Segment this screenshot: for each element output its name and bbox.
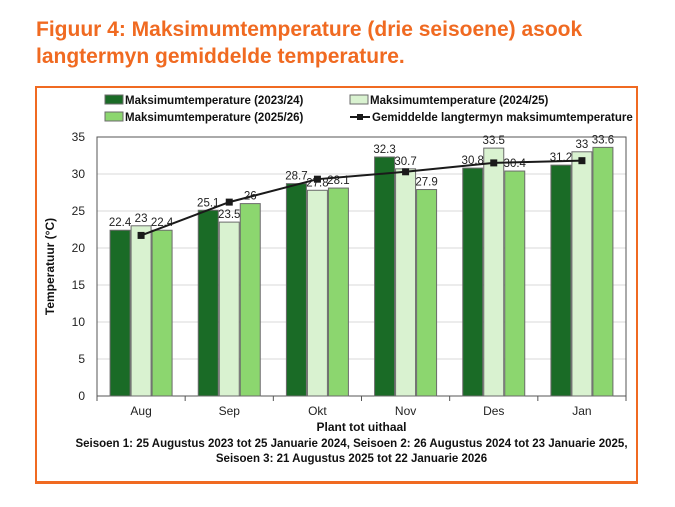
bar-series-2 xyxy=(130,225,152,397)
data-label: 33.6 xyxy=(592,134,614,146)
data-label: 33 xyxy=(576,139,589,151)
legend-label: Maksimumtemperature (2024/25) xyxy=(370,95,548,107)
legend-line-marker xyxy=(357,114,363,120)
data-label: 23.5 xyxy=(218,209,240,221)
x-axis-title: Plant tot uithaal xyxy=(317,420,407,434)
data-label: 33.5 xyxy=(483,135,505,147)
bar-series-3 xyxy=(151,229,173,397)
data-label: 25.1 xyxy=(197,197,219,209)
legend-swatch xyxy=(104,111,124,122)
bar-series-1 xyxy=(109,229,131,397)
y-tick-label: 5 xyxy=(78,352,85,366)
line-marker xyxy=(137,231,145,239)
x-tick-label: Aug xyxy=(130,404,151,418)
figure-title: Figuur 4: Maksimumtemperature (drie seis… xyxy=(36,18,583,68)
legend-swatch xyxy=(104,94,124,105)
x-tick-label: Nov xyxy=(395,404,416,418)
x-tick-label: Jan xyxy=(572,404,591,418)
season-note: Seisoen 1: 25 Augustus 2023 tot 25 Janua… xyxy=(75,438,627,450)
bar-series-2 xyxy=(483,147,505,397)
bar-series-3 xyxy=(592,146,614,397)
data-label: 22.4 xyxy=(109,217,132,229)
y-tick-label: 35 xyxy=(72,130,86,144)
bar-series-1 xyxy=(374,156,396,397)
data-label: 27.9 xyxy=(415,177,437,189)
bar-series-3 xyxy=(416,189,438,397)
bar-series-1 xyxy=(197,209,219,397)
bar-series-1 xyxy=(462,167,484,397)
bar-series-1 xyxy=(550,164,572,397)
legend-label: Gemiddelde langtermyn maksimumtemperatur… xyxy=(372,112,633,124)
line-marker xyxy=(578,157,586,165)
y-tick-label: 10 xyxy=(72,315,86,329)
bar-series-2 xyxy=(306,189,328,397)
legend-swatch xyxy=(349,94,369,105)
line-marker xyxy=(402,168,410,176)
y-tick-label: 15 xyxy=(72,278,86,292)
y-tick-label: 20 xyxy=(72,241,86,255)
bar-series-1 xyxy=(285,183,307,397)
line-marker xyxy=(225,198,233,206)
bar-series-2 xyxy=(571,151,593,397)
bar-series-2 xyxy=(395,168,417,397)
x-tick-label: Okt xyxy=(308,404,327,418)
y-axis-title: Temperatuur (°C) xyxy=(43,218,57,315)
x-tick-label: Des xyxy=(483,404,504,418)
legend-label: Maksimumtemperature (2025/26) xyxy=(125,112,303,124)
data-label: 30.4 xyxy=(504,158,527,170)
figure-frame xyxy=(35,86,638,484)
data-label: 28.7 xyxy=(285,171,307,183)
line-marker xyxy=(490,159,498,167)
legend-label: Maksimumtemperature (2023/24) xyxy=(125,95,303,107)
y-tick-label: 30 xyxy=(72,167,86,181)
bar-series-3 xyxy=(504,170,526,397)
y-tick-label: 0 xyxy=(78,389,85,403)
data-label: 32.3 xyxy=(373,144,395,156)
season-note: Seisoen 3: 21 Augustus 2025 tot 22 Janua… xyxy=(216,453,487,465)
line-marker xyxy=(313,175,321,183)
y-tick-label: 25 xyxy=(72,204,86,218)
bar-series-3 xyxy=(327,187,349,397)
data-label: 30.7 xyxy=(394,156,416,168)
x-tick-label: Sep xyxy=(219,404,241,418)
data-label: 23 xyxy=(135,213,148,225)
bar-series-3 xyxy=(239,203,261,397)
bar-series-2 xyxy=(218,221,240,397)
line-series xyxy=(140,159,582,237)
